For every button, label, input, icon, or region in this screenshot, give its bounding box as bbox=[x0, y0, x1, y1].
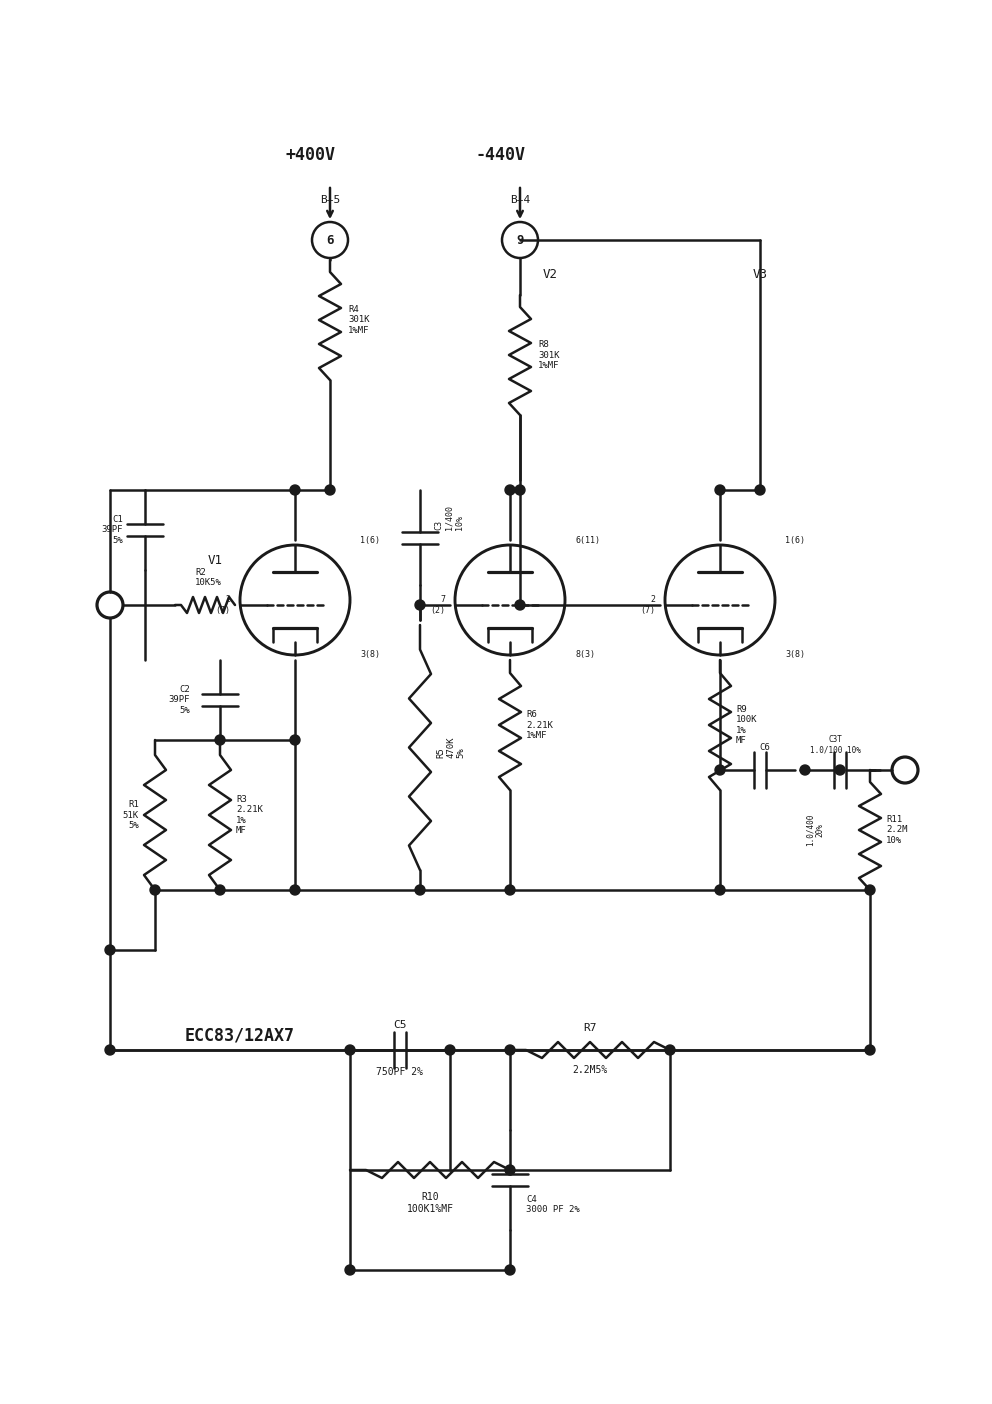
Circle shape bbox=[150, 885, 160, 894]
Circle shape bbox=[715, 765, 725, 775]
Circle shape bbox=[105, 945, 115, 955]
Text: V1: V1 bbox=[207, 553, 222, 566]
Text: B+5: B+5 bbox=[319, 195, 340, 205]
Text: 6(11): 6(11) bbox=[575, 535, 600, 545]
Text: 8(3): 8(3) bbox=[575, 650, 595, 660]
Text: ECC83/12AX7: ECC83/12AX7 bbox=[185, 1026, 295, 1045]
Circle shape bbox=[505, 1265, 515, 1275]
Text: 1.0/400
20%: 1.0/400 20% bbox=[806, 814, 824, 847]
Text: 7
(2): 7 (2) bbox=[430, 595, 445, 615]
Text: +400V: +400V bbox=[285, 146, 335, 164]
Text: 2
(7): 2 (7) bbox=[640, 595, 655, 615]
Circle shape bbox=[290, 484, 300, 496]
Circle shape bbox=[505, 1045, 515, 1054]
Text: V2: V2 bbox=[543, 268, 558, 281]
Text: R2
10K5%: R2 10K5% bbox=[195, 567, 222, 587]
Circle shape bbox=[290, 885, 300, 894]
Circle shape bbox=[505, 484, 515, 496]
Circle shape bbox=[835, 765, 845, 775]
Text: C1
39PF
5%: C1 39PF 5% bbox=[101, 515, 123, 545]
Text: -440V: -440V bbox=[475, 146, 525, 164]
Circle shape bbox=[755, 484, 765, 496]
Circle shape bbox=[715, 885, 725, 894]
Text: 3(8): 3(8) bbox=[785, 650, 805, 660]
Text: 6: 6 bbox=[326, 233, 333, 247]
Circle shape bbox=[105, 1045, 115, 1054]
Text: 1(6): 1(6) bbox=[360, 535, 380, 545]
Text: R6
2.21K
1%MF: R6 2.21K 1%MF bbox=[526, 710, 553, 740]
Text: R8
301K
1%MF: R8 301K 1%MF bbox=[538, 340, 559, 369]
Circle shape bbox=[445, 1045, 455, 1054]
Circle shape bbox=[865, 1045, 875, 1054]
Circle shape bbox=[415, 885, 425, 894]
Circle shape bbox=[515, 484, 525, 496]
Circle shape bbox=[665, 1045, 675, 1054]
Text: 2
(7): 2 (7) bbox=[215, 595, 230, 615]
Circle shape bbox=[715, 484, 725, 496]
Text: C4
3000 PF 2%: C4 3000 PF 2% bbox=[526, 1195, 579, 1214]
Text: 2.2M5%: 2.2M5% bbox=[572, 1066, 608, 1075]
Text: 1(6): 1(6) bbox=[785, 535, 805, 545]
Circle shape bbox=[515, 600, 525, 609]
Circle shape bbox=[345, 1045, 355, 1054]
Text: V3: V3 bbox=[753, 268, 768, 281]
Text: R11
2.2M
10%: R11 2.2M 10% bbox=[886, 816, 908, 845]
Text: C5: C5 bbox=[393, 1019, 407, 1031]
Text: C2
39PF
5%: C2 39PF 5% bbox=[169, 685, 190, 715]
Text: B+4: B+4 bbox=[510, 195, 530, 205]
Text: R3
2.21K
1%
MF: R3 2.21K 1% MF bbox=[236, 795, 263, 835]
Circle shape bbox=[215, 736, 225, 746]
Text: R4
301K
1%MF: R4 301K 1%MF bbox=[348, 305, 369, 336]
Circle shape bbox=[505, 1165, 515, 1175]
Circle shape bbox=[215, 885, 225, 894]
Text: R10
100K1%MF: R10 100K1%MF bbox=[407, 1192, 453, 1213]
Text: 9: 9 bbox=[516, 233, 524, 247]
Text: 3(8): 3(8) bbox=[360, 650, 380, 660]
Circle shape bbox=[290, 736, 300, 746]
Circle shape bbox=[800, 765, 810, 775]
Circle shape bbox=[865, 885, 875, 894]
Text: C3T
1.0/100 10%: C3T 1.0/100 10% bbox=[809, 736, 860, 755]
Text: R5
470K
5%: R5 470K 5% bbox=[436, 736, 466, 758]
Circle shape bbox=[345, 1265, 355, 1275]
Circle shape bbox=[505, 885, 515, 894]
Text: C6: C6 bbox=[760, 744, 771, 753]
Text: 750PF 2%: 750PF 2% bbox=[377, 1067, 424, 1077]
Text: C3
1/400
10%: C3 1/400 10% bbox=[434, 504, 464, 529]
Circle shape bbox=[325, 484, 335, 496]
Text: R1
51K
5%: R1 51K 5% bbox=[123, 800, 139, 830]
Circle shape bbox=[415, 600, 425, 609]
Text: R7: R7 bbox=[583, 1024, 597, 1033]
Text: R9
100K
1%
MF: R9 100K 1% MF bbox=[736, 705, 758, 746]
